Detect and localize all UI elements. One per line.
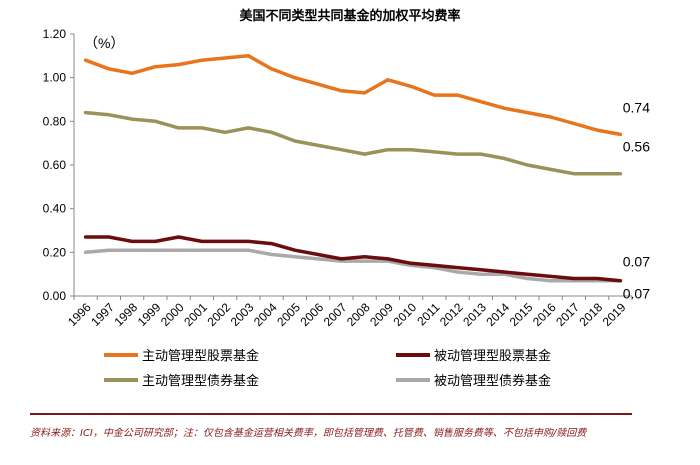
x-tick-label: 2002 — [204, 300, 233, 329]
x-tick-label: 2008 — [344, 300, 373, 329]
series-line-4 — [83, 248, 623, 283]
unit-label: （%） — [84, 35, 124, 51]
chart-title: 美国不同类型共同基金的加权平均费率 — [239, 8, 460, 24]
y-tick-label: 1.00 — [43, 71, 67, 85]
end-value-label: 0.07 — [623, 286, 650, 302]
x-tick-label: 2015 — [507, 300, 536, 329]
x-tick-label: 2019 — [600, 300, 629, 329]
x-tick-label: 1997 — [88, 300, 117, 329]
x-tick-label: 2003 — [228, 300, 257, 329]
x-tick-label: 2017 — [553, 300, 582, 329]
x-tick-label: 2010 — [390, 300, 419, 329]
x-tick-label: 2000 — [158, 300, 187, 329]
legend-item-passive-equity: 被动管理型股票基金 — [396, 345, 551, 364]
legend-swatch — [104, 377, 138, 382]
y-tick-label: 0.80 — [43, 114, 67, 128]
divider — [30, 413, 632, 415]
legend-swatch — [396, 352, 430, 357]
x-tick-label: 2004 — [251, 300, 280, 329]
x-tick-label: 2016 — [530, 300, 559, 329]
x-tick-label: 1998 — [111, 300, 140, 329]
x-tick-label: 2018 — [576, 300, 605, 329]
x-tick-label: 2006 — [297, 300, 326, 329]
x-tick-label: 1996 — [65, 300, 94, 329]
legend-item-passive-bond: 被动管理型债券基金 — [396, 370, 551, 389]
legend-label: 主动管理型股票基金 — [142, 349, 260, 364]
x-tick-label: 2012 — [437, 300, 466, 329]
y-tick-label: 1.20 — [43, 27, 67, 41]
legend-label: 被动管理型债券基金 — [434, 374, 552, 389]
end-value-label: 0.74 — [623, 99, 650, 115]
legend-item-active-bond: 主动管理型债券基金 — [104, 370, 259, 389]
legend-swatch — [396, 377, 430, 382]
x-tick-label: 2014 — [483, 300, 512, 329]
series-line-2 — [83, 235, 623, 283]
legend-swatch — [104, 352, 138, 357]
y-tick-label: 0.00 — [43, 289, 67, 303]
x-tick-label: 2013 — [460, 300, 489, 329]
legend-label: 被动管理型股票基金 — [434, 349, 552, 364]
source-note: 资料来源：ICI，中金公司研究部；注：仅包含基金运营相关费率，即包括管理费、托管… — [30, 428, 587, 439]
x-tick-label: 1999 — [135, 300, 164, 329]
end-value-label: 0.56 — [623, 139, 650, 155]
legend-label: 主动管理型债券基金 — [142, 374, 260, 389]
end-value-label: 0.07 — [623, 254, 650, 270]
x-tick-label: 2007 — [321, 300, 350, 329]
y-tick-label: 0.60 — [43, 158, 67, 172]
x-tick-label: 2001 — [181, 300, 210, 329]
series-line-3 — [83, 110, 623, 176]
x-tick-label: 2011 — [414, 300, 442, 328]
legend-item-active-equity: 主动管理型股票基金 — [104, 345, 259, 364]
series-line-1 — [83, 54, 623, 137]
x-tick-label: 2009 — [367, 300, 396, 329]
y-tick-label: 0.40 — [43, 202, 67, 216]
x-tick-label: 2005 — [274, 300, 303, 329]
y-tick-label: 0.20 — [43, 245, 67, 259]
